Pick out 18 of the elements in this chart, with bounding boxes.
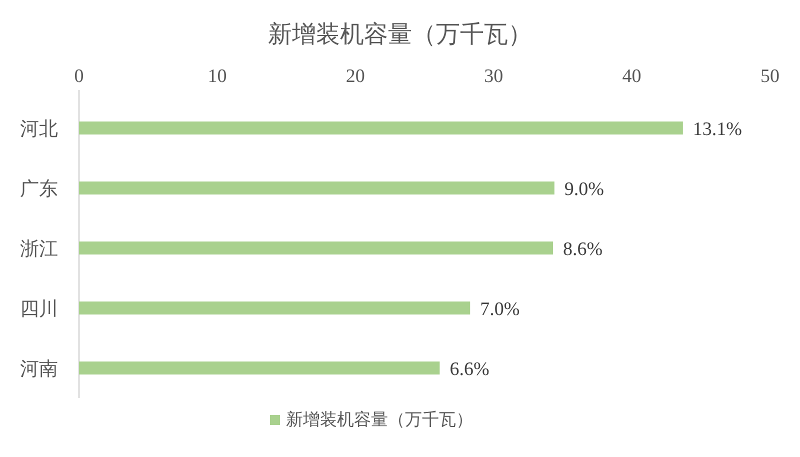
y-tick-label: 广东: [20, 178, 58, 200]
y-tick-label: 浙江: [20, 239, 58, 260]
x-tick-label: 10: [208, 66, 227, 87]
x-tick-label: 0: [74, 66, 84, 87]
title: 新增装机容量（万千瓦）: [268, 22, 532, 48]
annotation: 9.0%: [564, 179, 604, 200]
annotation: 6.6%: [450, 359, 490, 380]
x-tick-label: 40: [622, 66, 642, 87]
x-tick-label: 30: [484, 66, 504, 87]
annotation: 7.0%: [480, 299, 520, 320]
y-tick-label: 河南: [20, 359, 58, 380]
x-tick-label: 50: [760, 66, 780, 87]
annotation: 13.1%: [692, 119, 742, 140]
y-tick-label: 四川: [20, 299, 58, 320]
annotation: 8.6%: [563, 239, 603, 260]
y-tick-label: 河北: [20, 119, 58, 140]
x-tick-label: 20: [346, 66, 365, 87]
legend-label: 新增装机容量（万千瓦）: [286, 410, 473, 429]
